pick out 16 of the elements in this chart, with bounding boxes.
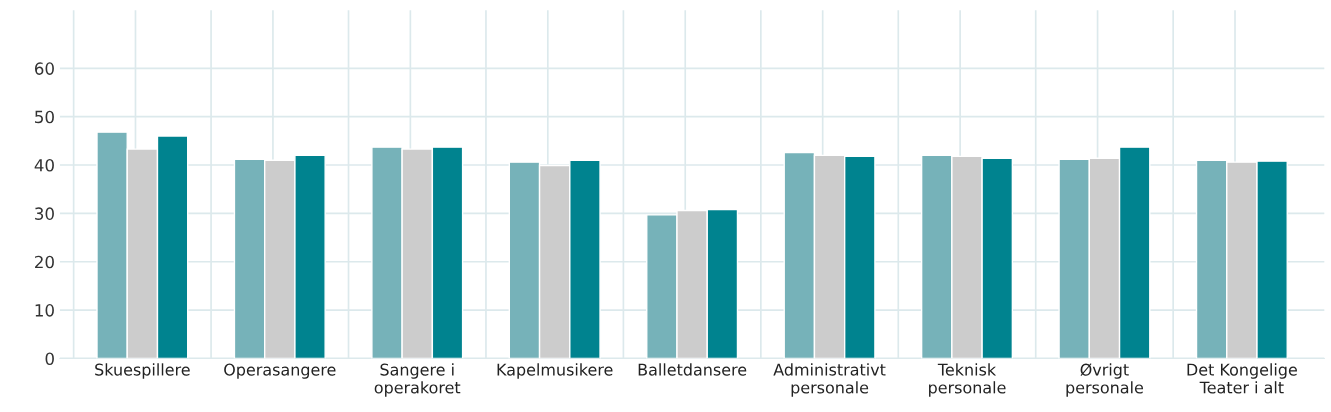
y-tick-label: 60	[34, 62, 54, 75]
y-tick-label: 50	[35, 110, 54, 124]
y-tick-label: 20	[35, 255, 54, 269]
x-tick-label: Operasangere	[224, 363, 336, 379]
x-tick-label: Skuespillere	[95, 363, 190, 379]
x-tick-label: Administrativt personale	[773, 363, 886, 397]
x-tick-label: Det Kongelige Teater i alt	[1187, 363, 1297, 394]
x-tick-label: Teknisk personale	[929, 363, 1006, 397]
x-tick-label: Balletdansere	[638, 363, 747, 376]
x-tick-label: Kapelmusikere	[497, 363, 613, 379]
x-tick-label: Sangere i operakoret	[374, 363, 461, 397]
x-tick-label: Øvrigt personale	[1066, 363, 1143, 397]
y-tick-label: 0	[45, 352, 54, 366]
y-tick-label: 10	[35, 304, 54, 317]
y-tick-label: 30	[35, 207, 54, 220]
y-tick-label: 40	[34, 158, 54, 172]
